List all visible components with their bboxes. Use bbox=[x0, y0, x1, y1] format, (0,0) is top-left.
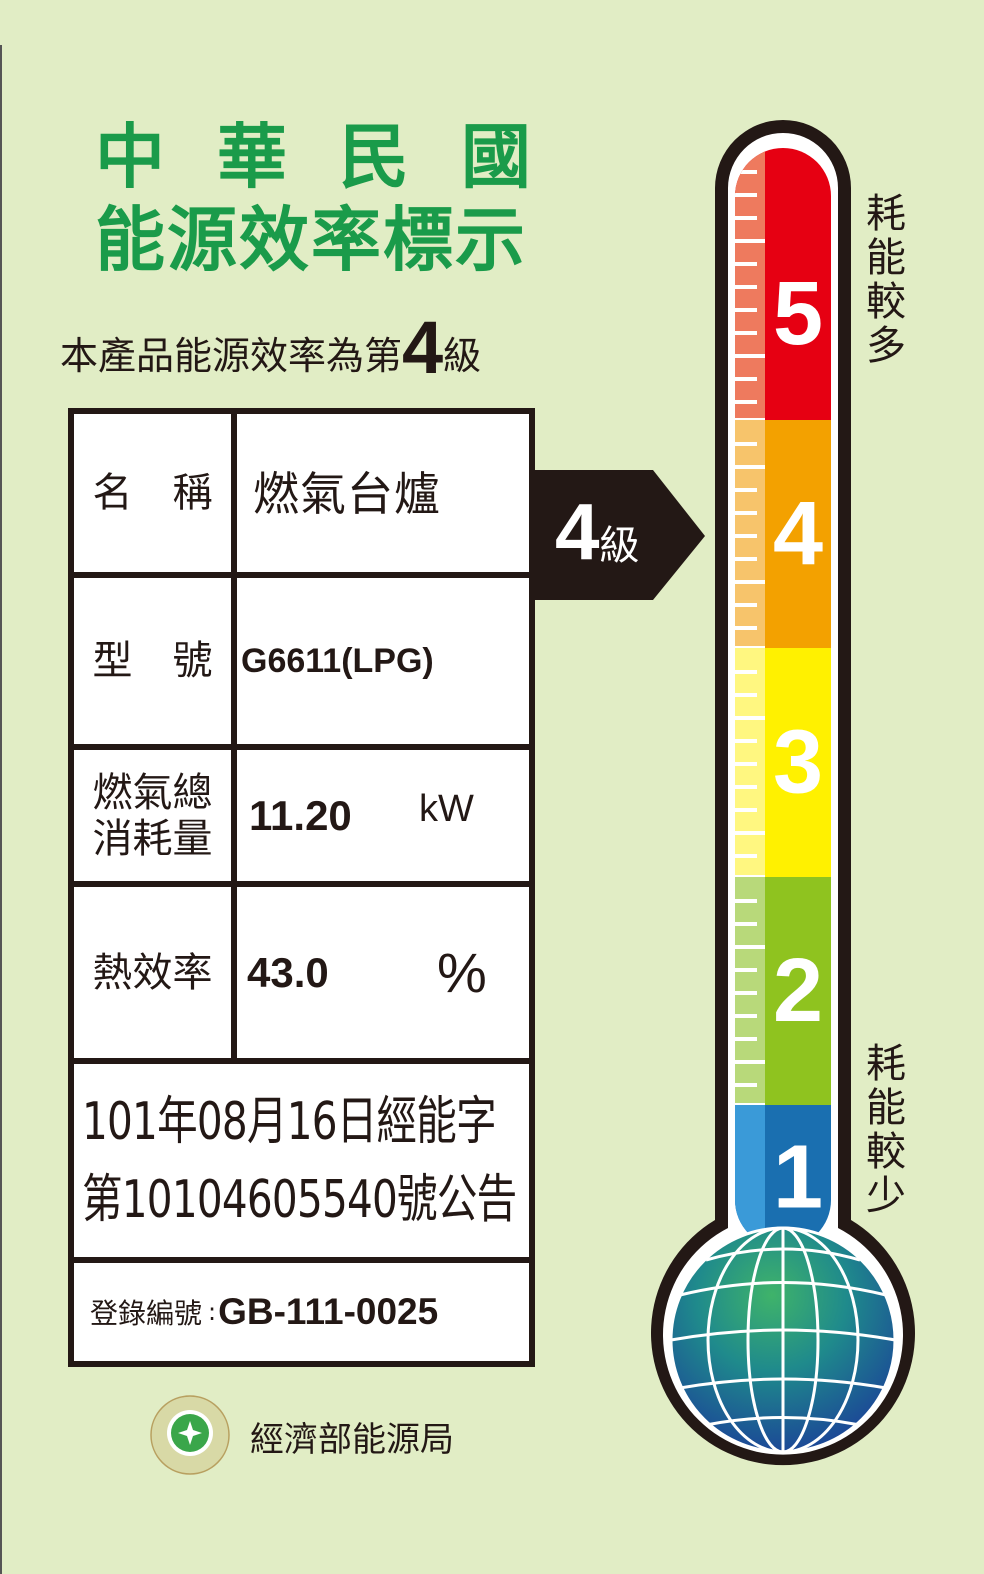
name-value-cell: 燃氣台爐 bbox=[237, 414, 529, 572]
efficiency-label: 熱效率 bbox=[92, 949, 213, 996]
model-label: 型 號 bbox=[92, 638, 213, 684]
indicator-suffix: 級 bbox=[599, 523, 640, 569]
arrow-shape bbox=[535, 470, 705, 600]
grade-sentence-suffix: 級 bbox=[443, 334, 482, 378]
registration-separator: : bbox=[208, 1298, 217, 1326]
scale-level-label: 2 bbox=[773, 941, 823, 1041]
bureau-of-energy-logo bbox=[150, 1395, 230, 1479]
efficiency-unit: % bbox=[437, 941, 487, 1004]
efficiency-value-cell: 43.0 % bbox=[237, 887, 529, 1058]
title-label: 能源效率標示 bbox=[95, 199, 527, 281]
agency-name: 經濟部能源局 bbox=[250, 1420, 454, 1460]
gas-label-cell: 燃氣總 消耗量 bbox=[74, 750, 231, 881]
scale-level-3: 3 bbox=[735, 648, 831, 878]
scale-level-4: 4 bbox=[735, 420, 831, 649]
indicator-grade: 4 bbox=[555, 487, 600, 576]
grade-indicator-arrow: 4級 bbox=[535, 470, 707, 606]
caption-more-energy: 耗能較多 bbox=[866, 191, 906, 369]
notice-cell: 101年08月16日經能字 第10104605540號公告 bbox=[74, 1064, 529, 1257]
name-value: 燃氣台爐 bbox=[253, 467, 441, 521]
notice: 101年08月16日經能字 第10104605540號公告 bbox=[82, 1083, 639, 1239]
name-label-cell: 名 稱 bbox=[74, 414, 231, 572]
gas-label: 燃氣總 消耗量 bbox=[93, 770, 213, 862]
registration-value: GB-111-0025 bbox=[218, 1291, 439, 1332]
gas-value: 11.20 bbox=[249, 791, 352, 839]
registration-label: 登錄編號 bbox=[90, 1297, 203, 1330]
gas-value-cell: 11.20 kW bbox=[237, 750, 529, 881]
scale-level-label: 5 bbox=[773, 264, 823, 364]
model-value: G6611(LPG) bbox=[241, 641, 434, 680]
notice-line2: 第10104605540號公告 bbox=[82, 1169, 517, 1230]
registration-cell: 登錄編號 : GB-111-0025 bbox=[74, 1263, 529, 1361]
model-label-cell: 型 號 bbox=[74, 578, 231, 744]
title-country: 中華民國 bbox=[95, 116, 583, 198]
scale-level-5: 5 bbox=[735, 148, 831, 421]
efficiency-thermometer: 5 4 3 2 1 bbox=[640, 120, 930, 1484]
model-value-cell: G6611(LPG) bbox=[237, 578, 529, 744]
spec-table: 名 稱 燃氣台爐 型 號 G6611(LPG) 燃氣總 消耗量 11.20 kW… bbox=[68, 408, 535, 1367]
left-edge-line bbox=[0, 45, 2, 1574]
scale-level-2: 2 bbox=[735, 877, 831, 1106]
gas-label-line1: 燃氣總 bbox=[92, 769, 213, 816]
scale-level-label: 3 bbox=[773, 713, 823, 813]
efficiency-value: 43.0 bbox=[247, 948, 329, 996]
scale-level-label: 4 bbox=[773, 484, 823, 584]
scale-level-1: 1 bbox=[735, 1105, 831, 1248]
scale-level-label: 1 bbox=[773, 1128, 823, 1228]
name-label: 名 稱 bbox=[92, 470, 213, 516]
grade-sentence-prefix: 本產品能源效率為第 bbox=[60, 334, 403, 378]
grade-sentence: 本產品能源效率為第4級 bbox=[60, 308, 481, 396]
caption-less-energy: 耗能較少 bbox=[866, 1041, 906, 1219]
notice-line1: 101年08月16日經能字 bbox=[82, 1091, 497, 1152]
efficiency-label-cell: 熱效率 bbox=[74, 887, 231, 1058]
gas-unit: kW bbox=[419, 788, 474, 830]
grade-sentence-value: 4 bbox=[402, 306, 444, 389]
gas-label-line2: 消耗量 bbox=[92, 815, 213, 862]
